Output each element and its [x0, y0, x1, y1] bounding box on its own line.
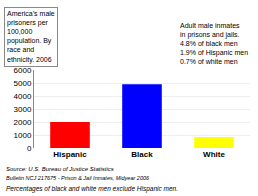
svg-text:Hispanic: Hispanic — [53, 150, 87, 159]
svg-text:America’s maleprisoners per100: America’s maleprisoners per100,000popula… — [7, 10, 55, 64]
svg-text:5000: 5000 — [14, 79, 32, 88]
svg-text:Adult male inmatesin prisons a: Adult male inmatesin prisons and jails.4… — [180, 22, 248, 65]
svg-text:Bulletin NCJ 217675 - Prison &: Bulletin NCJ 217675 - Prison & Jail Inma… — [6, 175, 150, 181]
svg-text:1000: 1000 — [14, 131, 32, 140]
svg-text:Black: Black — [131, 150, 153, 159]
svg-text:6000: 6000 — [14, 66, 32, 75]
svg-text:4000: 4000 — [14, 92, 32, 101]
svg-text:3000: 3000 — [14, 105, 32, 114]
svg-text:Source: U.S. Bureau of Justice: Source: U.S. Bureau of Justice Statistic… — [6, 166, 114, 172]
svg-text:Percentages of black and white: Percentages of black and white men exclu… — [6, 185, 178, 193]
svg-text:2000: 2000 — [14, 118, 32, 127]
svg-text:White: White — [203, 150, 225, 159]
svg-text:0: 0 — [27, 144, 32, 153]
